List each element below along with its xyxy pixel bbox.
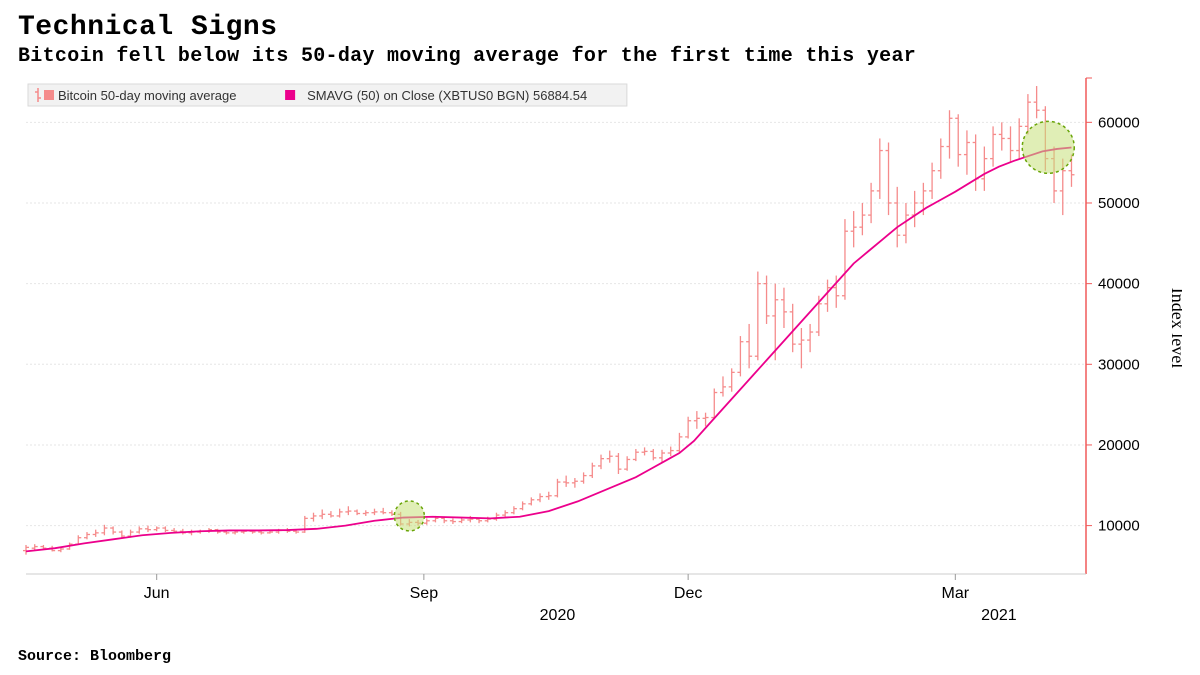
source-label: Source: [18,648,81,665]
svg-text:Mar: Mar [942,585,970,602]
svg-text:Dec: Dec [674,585,702,602]
chart-subtitle: Bitcoin fell below its 50-day moving ave… [18,45,1182,68]
highlight-circle [1022,121,1074,173]
svg-text:Jun: Jun [144,585,170,602]
svg-text:Sep: Sep [410,585,439,602]
chart-title: Technical Signs [18,12,1182,43]
highlight-circle [394,501,424,531]
svg-text:SMAVG (50) on Close (XBTUS0 B: SMAVG (50) on Close (XBTUS0 BGN) 56884.5… [307,88,587,103]
svg-text:60000: 60000 [1098,114,1140,131]
svg-text:20000: 20000 [1098,437,1140,454]
svg-text:10000: 10000 [1098,518,1140,535]
svg-text:50000: 50000 [1098,195,1140,212]
ohlc-series [23,86,1074,555]
svg-text:Index level: Index level [1168,288,1182,368]
svg-text:40000: 40000 [1098,276,1140,293]
svg-text:2021: 2021 [981,607,1017,624]
svg-text:2020: 2020 [540,607,576,624]
chart-area: 10000 20000 30000 40000 50000 60000 Index leve… [18,74,1182,644]
chart-svg: 10000 20000 30000 40000 50000 60000 Index leve… [18,74,1182,634]
source-line: Source: Bloomberg [18,648,1182,665]
svg-text:30000: 30000 [1098,356,1140,373]
source-value: Bloomberg [90,648,171,665]
svg-text:Bitcoin 50-day moving average: Bitcoin 50-day moving average [58,88,237,103]
